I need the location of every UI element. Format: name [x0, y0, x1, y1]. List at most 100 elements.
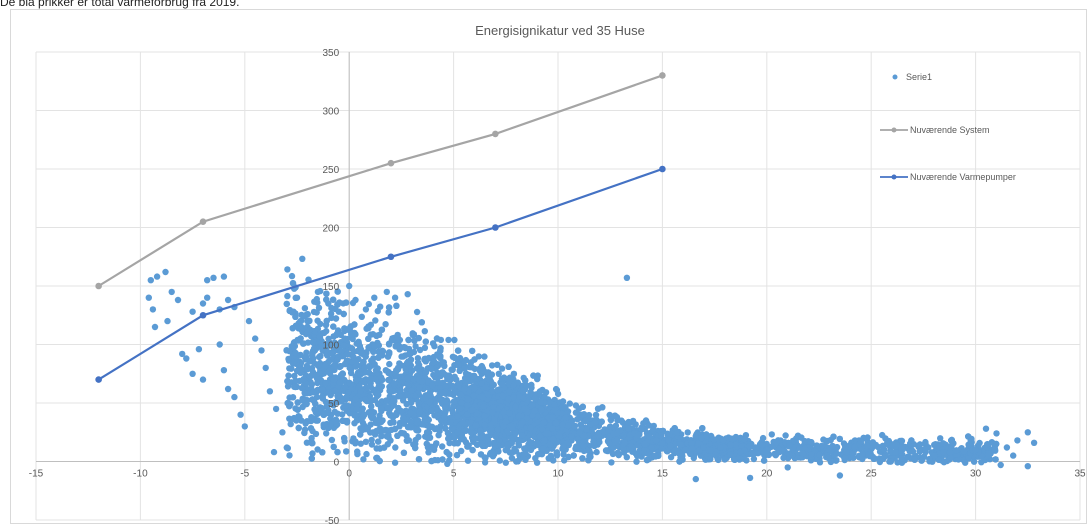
scatter-point: [363, 384, 370, 391]
scatter-point: [574, 416, 581, 423]
scatter-point: [459, 419, 466, 426]
scatter-point: [608, 459, 615, 466]
scatter-point: [297, 318, 304, 325]
scatter-point: [916, 448, 923, 455]
scatter-point: [536, 388, 544, 395]
scatter-point: [294, 399, 301, 406]
scatter-point: [397, 407, 405, 415]
scatter-point: [392, 411, 400, 419]
scatter-point: [396, 392, 404, 400]
scatter-point: [842, 455, 849, 462]
scatter-point: [316, 404, 324, 411]
scatter-point: [456, 354, 464, 362]
scatter-point: [434, 370, 442, 377]
scatter-point: [595, 432, 603, 439]
scatter-point: [531, 407, 538, 414]
scatter-point: [334, 448, 341, 456]
scatter-point: [296, 413, 303, 421]
scatter-point: [380, 427, 387, 434]
scatter-point: [682, 446, 689, 454]
scatter-point: [502, 446, 509, 454]
scatter-point: [362, 396, 369, 403]
scatter-point: [992, 456, 999, 463]
scatter-point: [394, 334, 401, 341]
scatter-point: [508, 454, 516, 462]
scatter-point: [687, 450, 694, 457]
scatter-point: [308, 439, 315, 447]
scatter-point: [378, 326, 386, 333]
scatter-point: [859, 450, 866, 458]
scatter-point: [400, 430, 407, 437]
scatter-point: [374, 307, 381, 315]
scatter-point: [560, 451, 567, 458]
scatter-point: [499, 392, 507, 400]
scatter-point: [341, 434, 348, 442]
scatter-point: [314, 317, 321, 324]
scatter-point: [404, 380, 411, 388]
scatter-point: [843, 449, 850, 456]
scatter-point: [428, 457, 435, 465]
scatter-point: [319, 395, 326, 402]
scatter-point: [362, 438, 370, 445]
scatter-point: [320, 421, 327, 428]
scatter-point: [441, 413, 448, 420]
scatter-point: [380, 444, 388, 451]
scatter-point: [385, 304, 393, 311]
scatter-point: [727, 451, 734, 458]
scatter-point: [692, 433, 700, 440]
scatter-point: [376, 412, 383, 419]
scatter-point: [330, 296, 337, 303]
scatter-point: [859, 455, 866, 463]
scatter-point: [383, 433, 390, 440]
scatter-point: [303, 439, 311, 446]
scatter-point: [741, 436, 748, 443]
scatter-point: [439, 456, 446, 463]
scatter-point: [336, 299, 343, 306]
scatter-point: [425, 449, 432, 456]
scatter-point: [970, 458, 978, 465]
scatter-point: [339, 411, 346, 418]
scatter-point: [286, 452, 293, 459]
scatter-point: [342, 299, 350, 306]
scatter-point: [775, 445, 783, 453]
scatter-point: [494, 361, 501, 368]
scatter-point: [442, 408, 449, 415]
scatter-point: [383, 397, 390, 404]
scatter-point: [415, 433, 422, 441]
scatter-point: [760, 457, 768, 464]
scatter-point: [482, 454, 489, 461]
scatter-point: [462, 427, 470, 434]
scatter-point: [566, 400, 573, 407]
scatter-point: [352, 395, 359, 403]
scatter-point: [908, 437, 915, 444]
scatter-point: [367, 421, 374, 428]
scatter-point: [323, 403, 331, 410]
scatter-point: [305, 328, 312, 335]
scatter-point: [314, 446, 321, 453]
scatter-point: [365, 363, 373, 370]
scatter-point: [505, 363, 512, 370]
scatter-point: [551, 401, 558, 408]
scatter-point: [643, 456, 651, 464]
scatter-point: [422, 338, 429, 345]
scatter-point: [454, 440, 461, 447]
scatter-point: [442, 425, 449, 432]
scatter-point: [283, 444, 291, 451]
scatter-point: [510, 370, 518, 378]
scatter-point: [842, 443, 849, 450]
scatter-point: [634, 442, 642, 449]
scatter-point: [868, 453, 876, 460]
scatter-point: [523, 414, 531, 422]
scatter-point: [607, 423, 614, 430]
scatter-point: [857, 438, 864, 445]
scatter-point: [879, 431, 886, 439]
scatter-point: [786, 442, 793, 449]
scatter-point: [437, 347, 444, 354]
scatter-point: [412, 343, 419, 350]
scatter-point: [379, 347, 386, 355]
scatter-point: [898, 437, 906, 445]
scatter-point: [388, 337, 396, 344]
scatter-point: [947, 454, 954, 461]
scatter-point: [526, 438, 533, 446]
scatter-point: [528, 381, 535, 389]
